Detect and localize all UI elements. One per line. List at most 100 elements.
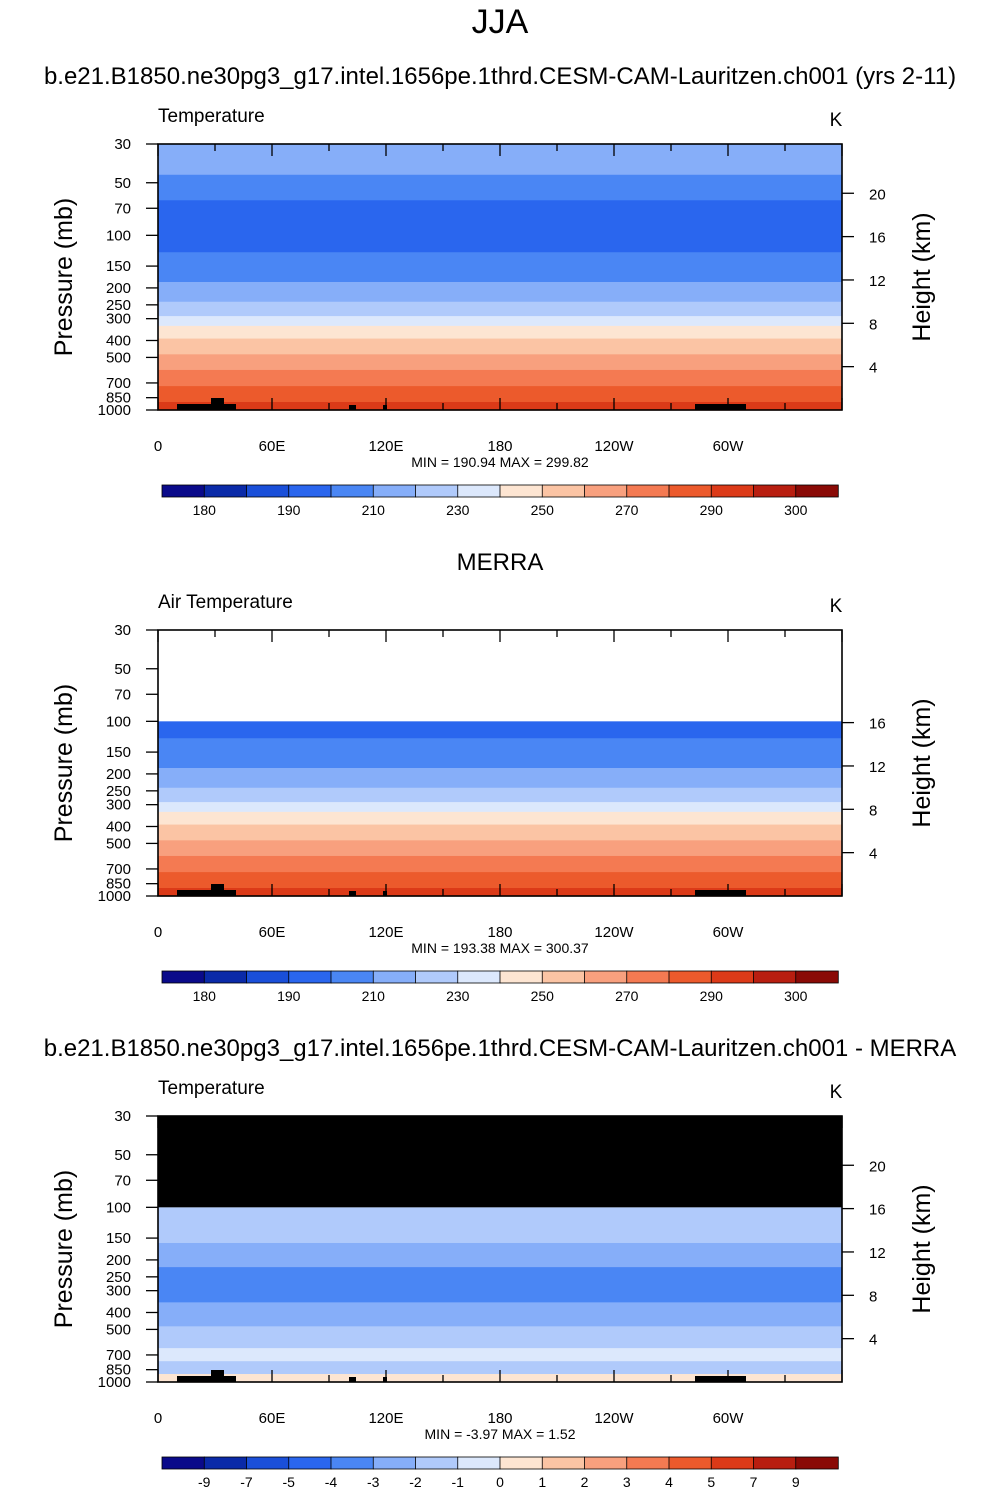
y-tick-label: 50 xyxy=(114,661,131,678)
colorbar-swatch xyxy=(710,970,755,984)
colorbar-label: -7 xyxy=(240,1474,253,1490)
x-tick-label: 60E xyxy=(259,438,286,455)
colorbar-swatch xyxy=(795,1456,839,1470)
colorbar-label: 180 xyxy=(193,502,217,518)
contour-band xyxy=(158,325,842,340)
height-tick-label: 16 xyxy=(869,1202,886,1219)
topography-mask xyxy=(349,405,356,410)
colorbar-swatch xyxy=(161,970,205,984)
colorbar-swatch xyxy=(246,1456,290,1470)
height-tick-label: 8 xyxy=(869,1288,877,1305)
contour-band xyxy=(158,1267,842,1303)
y-tick-label: 400 xyxy=(106,332,131,349)
colorbar-label: -2 xyxy=(409,1474,422,1490)
y-tick-label: 200 xyxy=(106,766,131,783)
topography-mask xyxy=(695,404,746,410)
x-tick-label: 180 xyxy=(487,924,512,941)
panel-heading: MERRA xyxy=(457,549,544,576)
contour-band xyxy=(158,386,842,403)
contour-band xyxy=(158,787,842,803)
y-tick-label: 300 xyxy=(106,311,131,328)
y-axis-title: Pressure (mb) xyxy=(50,1170,78,1328)
colorbar-label: 1 xyxy=(538,1474,546,1490)
colorbar-label: 290 xyxy=(700,988,724,1004)
contour-band xyxy=(158,738,842,769)
contour-band xyxy=(158,802,842,813)
x-tick-label: 120W xyxy=(594,438,634,455)
topography-mask xyxy=(349,891,356,896)
topography-mask xyxy=(383,1377,387,1382)
contour-band xyxy=(158,281,842,303)
colorbar-swatch xyxy=(668,1456,712,1470)
height-tick-label: 4 xyxy=(869,1332,877,1349)
y-tick-label: 300 xyxy=(106,1283,131,1300)
units-label: K xyxy=(830,596,843,617)
contour-band xyxy=(158,767,842,789)
y-tick-label: 100 xyxy=(106,227,131,244)
contour-band xyxy=(158,1302,842,1327)
chart-panel-3: b.e21.B1850.ne30pg3_g17.intel.1656pe.1th… xyxy=(44,1035,957,1490)
colorbar-swatch xyxy=(499,1456,543,1470)
colorbar-label: 230 xyxy=(446,988,470,1004)
colorbar-swatch xyxy=(288,1456,332,1470)
colorbar-label: 210 xyxy=(362,988,386,1004)
contour-band xyxy=(158,1207,842,1244)
colorbar-label: 180 xyxy=(193,988,217,1004)
colorbar-swatch xyxy=(753,484,797,498)
units-label: K xyxy=(830,1082,843,1103)
y-tick-label: 50 xyxy=(114,1147,131,1164)
colorbar-label: 0 xyxy=(496,1474,504,1490)
y-tick-label: 150 xyxy=(106,258,131,275)
height-tick-label: 12 xyxy=(869,1245,886,1262)
y-tick-label: 50 xyxy=(114,175,131,192)
topography-mask xyxy=(177,404,236,410)
y-tick-label: 30 xyxy=(114,622,131,639)
x-tick-label: 60W xyxy=(713,924,745,941)
y-tick-label: 500 xyxy=(106,835,131,852)
x-tick-label: 120E xyxy=(368,438,403,455)
colorbar-swatch xyxy=(710,484,755,498)
colorbar-label: 290 xyxy=(700,502,724,518)
colorbar-label: 2 xyxy=(581,1474,589,1490)
height-tick-label: 8 xyxy=(869,802,877,819)
colorbar-label: 210 xyxy=(362,502,386,518)
y-tick-label: 250 xyxy=(106,297,131,314)
topography-mask xyxy=(177,1376,236,1382)
height-tick-label: 20 xyxy=(869,186,886,203)
colorbar-swatch xyxy=(288,484,332,498)
x-tick-label: 120E xyxy=(368,1410,403,1427)
colorbar-swatch xyxy=(541,484,586,498)
topography-mask xyxy=(211,1370,224,1382)
colorbar-swatch xyxy=(161,484,205,498)
x-tick-label: 120W xyxy=(594,924,634,941)
y-tick-label: 30 xyxy=(114,136,131,153)
colorbar-label: 270 xyxy=(615,988,639,1004)
x-tick-label: 60E xyxy=(259,924,286,941)
y-axis-title-right: Height (km) xyxy=(908,212,936,341)
y-axis-title: Pressure (mb) xyxy=(50,684,78,842)
colorbar-swatch xyxy=(372,970,417,984)
contour-band xyxy=(158,840,842,857)
y-tick-label: 1000 xyxy=(98,888,131,905)
y-tick-label: 250 xyxy=(106,1269,131,1286)
colorbar-swatch xyxy=(753,970,797,984)
colorbar-swatch xyxy=(457,970,501,984)
contour-band xyxy=(158,811,842,826)
colorbar-label: -5 xyxy=(283,1474,296,1490)
x-tick-label: 0 xyxy=(154,924,162,941)
colorbar-swatch xyxy=(203,1456,248,1470)
colorbar-swatch xyxy=(710,1456,755,1470)
y-tick-label: 1000 xyxy=(98,1374,131,1391)
colorbar-swatch xyxy=(246,484,290,498)
height-tick-label: 4 xyxy=(869,846,877,863)
y-tick-label: 500 xyxy=(106,349,131,366)
colorbar-swatch xyxy=(372,1456,417,1470)
topography-mask xyxy=(383,891,387,896)
height-tick-label: 20 xyxy=(869,1158,886,1175)
x-tick-label: 60W xyxy=(713,438,745,455)
y-tick-label: 70 xyxy=(114,1172,131,1189)
contour-band xyxy=(158,872,842,889)
min-max-stats: MIN = -3.97 MAX = 1.52 xyxy=(425,1426,576,1442)
